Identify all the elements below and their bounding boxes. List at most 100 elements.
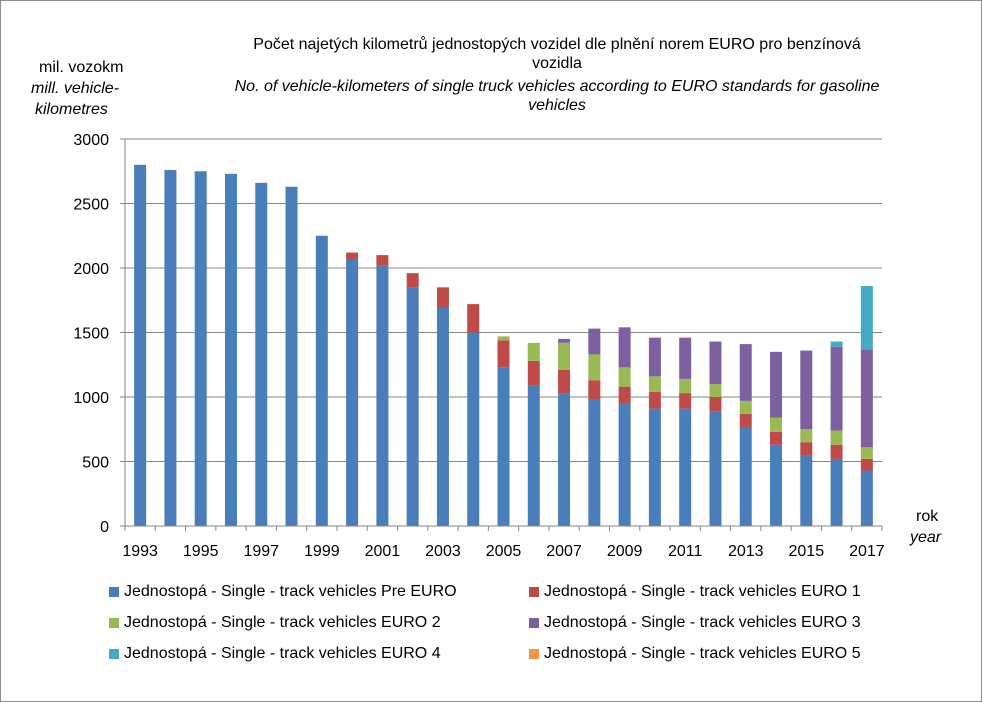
y-tick-label-500: 500 (82, 455, 109, 472)
bar-2006-series-2 (527, 342, 540, 361)
bar-2016-series-4 (830, 341, 843, 347)
bar-2014-series-1 (770, 431, 783, 445)
x-tick-label-2007: 2007 (546, 543, 582, 560)
bar-2015-series-2 (800, 429, 813, 443)
bar-2013-series-0 (739, 427, 752, 526)
bar-2009-series-0 (618, 403, 631, 526)
bar-2017-series-0 (860, 470, 873, 526)
x-tick-label-2005: 2005 (486, 543, 522, 560)
x-tick-label-2015: 2015 (789, 543, 825, 560)
legend-item-3: Jednostopá - Single - track vehicles EUR… (529, 612, 861, 634)
bar-1994-series-0 (164, 169, 177, 526)
bar-2000-series-1 (346, 252, 359, 259)
bar-2008-series-3 (588, 328, 601, 355)
legend-item-5: Jednostopá - Single - track vehicles EUR… (529, 643, 861, 665)
bar-2013-series-1 (739, 413, 752, 428)
bar-2007-series-3 (558, 338, 571, 343)
bar-2014-series-0 (770, 444, 783, 526)
legend-swatch-2 (109, 618, 119, 628)
x-tick-label-1995: 1995 (183, 543, 219, 560)
bar-2010-series-0 (648, 408, 661, 526)
chart-title-cz-line2: vozidla (532, 55, 582, 72)
legend-item-2: Jednostopá - Single - track vehicles EUR… (109, 612, 441, 634)
legend-label-2: Jednostopá - Single - track vehicles EUR… (124, 614, 441, 631)
bar-2013-series-3 (739, 344, 752, 401)
chart-title-cz: Počet najetých kilometrů jednostopých vo… (151, 35, 963, 73)
bar-2012-series-3 (709, 341, 722, 385)
y-tick-label-3000: 3000 (73, 132, 109, 149)
bar-2010-series-2 (648, 376, 661, 392)
x-tick-label-1993: 1993 (122, 543, 158, 560)
bar-2004-series-0 (467, 332, 480, 526)
chart-title-cz-line1: Počet najetých kilometrů jednostopých vo… (253, 36, 861, 53)
y-axis-label-en-line2: kilometres (35, 101, 108, 118)
bar-2009-series-3 (618, 327, 631, 368)
bar-2010-series-3 (648, 337, 661, 377)
bar-2002-series-0 (406, 287, 419, 526)
bar-2014-series-2 (770, 417, 783, 432)
bar-2011-series-0 (679, 408, 692, 526)
legend-swatch-3 (529, 618, 539, 628)
bar-2004-series-1 (467, 304, 480, 333)
bar-1995-series-0 (194, 171, 207, 526)
chart-title-en-line2: vehicles (528, 97, 586, 114)
bar-2015-series-0 (800, 455, 813, 526)
bar-2009-series-1 (618, 386, 631, 404)
bar-2008-series-2 (588, 354, 601, 381)
y-tick-label-2000: 2000 (73, 261, 109, 278)
bar-2006-series-1 (527, 360, 540, 386)
bar-2017-series-1 (860, 458, 873, 471)
x-tick-label-2017: 2017 (849, 543, 885, 560)
y-axis-label-cz: mil. vozokm (39, 59, 124, 76)
y-axis-label-en-line1: mill. vehicle- (31, 80, 120, 97)
x-tick-label-2003: 2003 (425, 543, 461, 560)
legend-item-1: Jednostopá - Single - track vehicles EUR… (529, 581, 861, 603)
bar-2010-series-1 (648, 391, 661, 409)
legend-label-3: Jednostopá - Single - track vehicles EUR… (544, 614, 861, 631)
bar-2005-series-1 (497, 340, 510, 368)
bar-2009-series-2 (618, 367, 631, 387)
legend-swatch-4 (109, 649, 119, 659)
bar-2007-series-0 (558, 393, 571, 526)
bar-2015-series-3 (800, 350, 813, 430)
bar-2012-series-0 (709, 411, 722, 526)
chart-title-en: No. of vehicle-kilometers of single truc… (151, 77, 963, 115)
x-tick-label-2013: 2013 (728, 543, 764, 560)
legend-swatch-0 (109, 587, 119, 597)
bar-2017-series-4 (860, 286, 873, 350)
bar-2016-series-2 (830, 430, 843, 445)
bar-2005-series-0 (497, 367, 510, 526)
bar-2003-series-1 (436, 287, 449, 308)
bar-2000-series-0 (346, 258, 359, 526)
bar-2017-series-2 (860, 447, 873, 459)
bar-1998-series-0 (285, 186, 298, 527)
bar-2016-series-3 (830, 346, 843, 431)
legend-swatch-5 (529, 649, 539, 659)
y-tick-label-1500: 1500 (73, 326, 109, 343)
bar-2007-series-2 (558, 342, 571, 370)
y-tick-label-0: 0 (100, 519, 109, 536)
bar-2008-series-0 (588, 399, 601, 526)
x-tick-label-2011: 2011 (668, 543, 703, 560)
bar-2007-series-1 (558, 369, 571, 394)
x-axis-label-cz: rok (916, 508, 939, 525)
x-tick-label-2009: 2009 (607, 543, 643, 560)
bar-2017-series-3 (860, 349, 873, 448)
legend-label-0: Jednostopá - Single - track vehicles Pre… (124, 583, 457, 600)
y-tick-label-2500: 2500 (73, 197, 109, 214)
bar-2016-series-1 (830, 444, 843, 459)
y-tick-label-1000: 1000 (73, 390, 109, 407)
bar-2014-series-3 (770, 351, 783, 418)
legend-item-0: Jednostopá - Single - track vehicles Pre… (109, 581, 457, 603)
x-tick-label-2001: 2001 (365, 543, 401, 560)
bar-2005-series-2 (497, 336, 510, 341)
x-tick-label-1999: 1999 (304, 543, 340, 560)
legend-label-4: Jednostopá - Single - track vehicles EUR… (124, 645, 441, 662)
bar-2001-series-1 (376, 255, 389, 266)
bar-2011-series-3 (679, 337, 692, 379)
bar-1993-series-0 (134, 164, 147, 527)
bar-2003-series-0 (436, 307, 449, 526)
bar-1996-series-0 (224, 173, 237, 526)
